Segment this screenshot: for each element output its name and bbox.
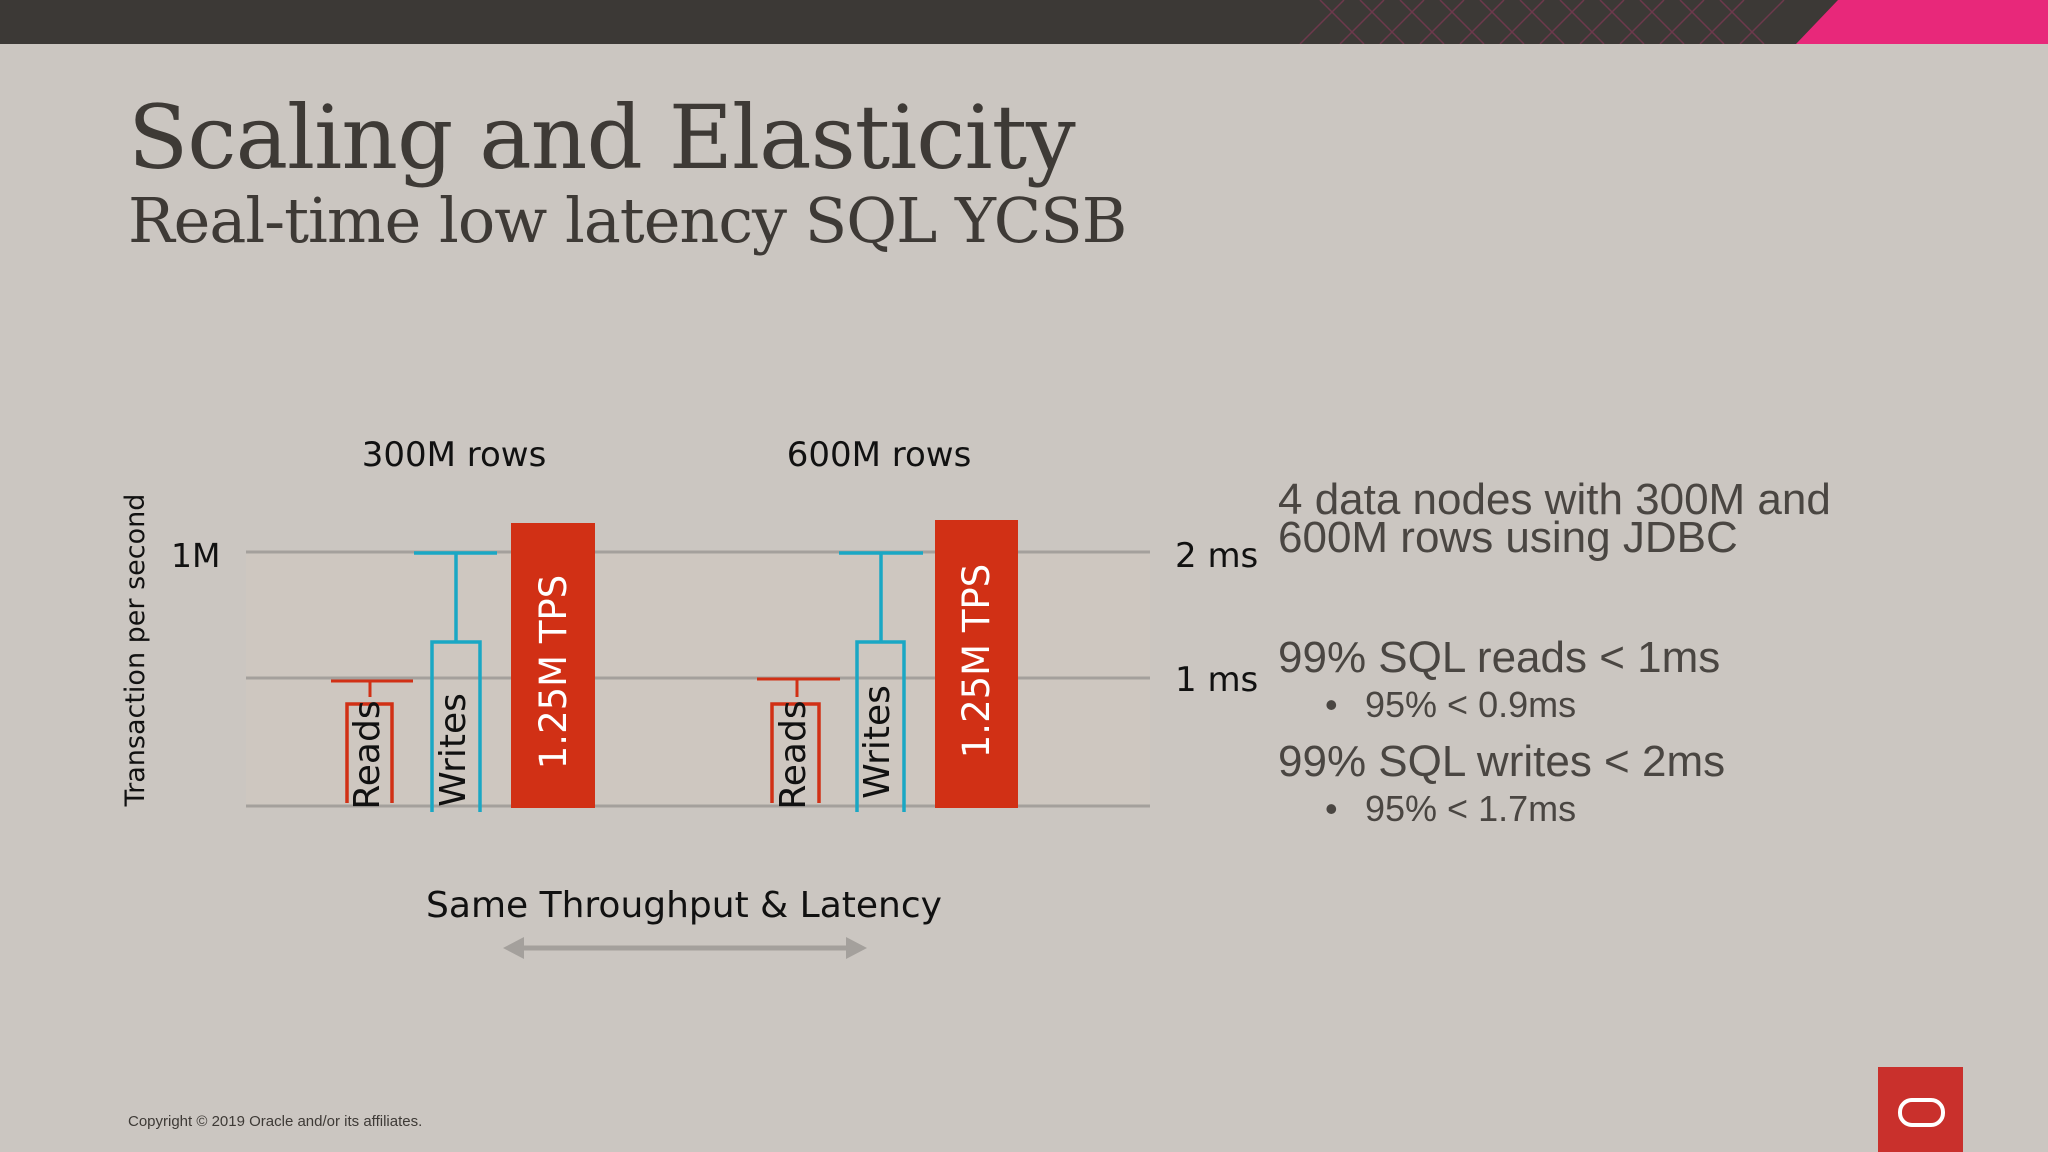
writes-bullet: • 95% < 1.7ms xyxy=(1278,788,1576,830)
writes-heading: 99% SQL writes < 2ms xyxy=(1278,737,1726,786)
writes-bullet-text: 95% < 1.7ms xyxy=(1365,788,1577,829)
tps-bar xyxy=(511,523,595,808)
reads-bullet-text: 95% < 0.9ms xyxy=(1365,684,1577,725)
writes-whisker xyxy=(414,551,497,642)
reads-bullet: • 95% < 0.9ms xyxy=(1278,684,1576,726)
tick-label-1ms: 1 ms xyxy=(1175,660,1258,700)
tps-label: 1.25M TPS xyxy=(532,575,575,769)
reads-whisker xyxy=(331,679,413,697)
reads-bracket xyxy=(770,702,821,803)
writes-label: Writes xyxy=(433,693,474,807)
group-label-600m: 600M rows xyxy=(787,435,972,475)
reads-bracket xyxy=(345,702,394,803)
axis-label-1m: 1M xyxy=(171,536,220,575)
nodes-line-2: 600M rows using JDBC xyxy=(1278,513,1738,562)
slide-title: Scaling and Elasticity xyxy=(128,86,1076,189)
copyright: Copyright © 2019 Oracle and/or its affil… xyxy=(128,1113,423,1130)
group-300m: Reads Writes 1.25M TPS xyxy=(331,523,595,812)
reads-label: Reads xyxy=(347,700,388,809)
comparison-arrow xyxy=(503,937,867,959)
reads-whisker xyxy=(757,677,840,697)
reads-heading: 99% SQL reads < 1ms xyxy=(1278,633,1721,682)
nodes-line-1: 4 data nodes with 300M and xyxy=(1278,475,1831,524)
tps-label: 1.25M TPS xyxy=(955,564,998,758)
writes-label: Writes xyxy=(857,685,898,799)
header-pattern xyxy=(1299,0,2048,44)
tps-bar xyxy=(935,520,1018,808)
bullet-dot: • xyxy=(1325,684,1338,725)
oracle-logo-icon xyxy=(1878,1067,1963,1152)
group-600m: Reads Writes 1.25M TPS xyxy=(757,520,1018,812)
bullet-dot: • xyxy=(1325,788,1338,829)
group-label-300m: 300M rows xyxy=(362,435,547,475)
reads-label: Reads xyxy=(773,700,814,809)
slide-subtitle: Real-time low latency SQL YCSB xyxy=(128,184,1127,257)
y-axis-label: Transaction per second xyxy=(120,494,151,808)
comparison-label: Same Throughput & Latency xyxy=(426,885,942,926)
tick-label-2ms: 2 ms xyxy=(1175,536,1258,576)
writes-whisker xyxy=(839,551,923,642)
top-bar xyxy=(0,0,2048,44)
latency-chart: Transaction per second 1M 2 ms 1 ms 300M… xyxy=(120,435,1258,959)
